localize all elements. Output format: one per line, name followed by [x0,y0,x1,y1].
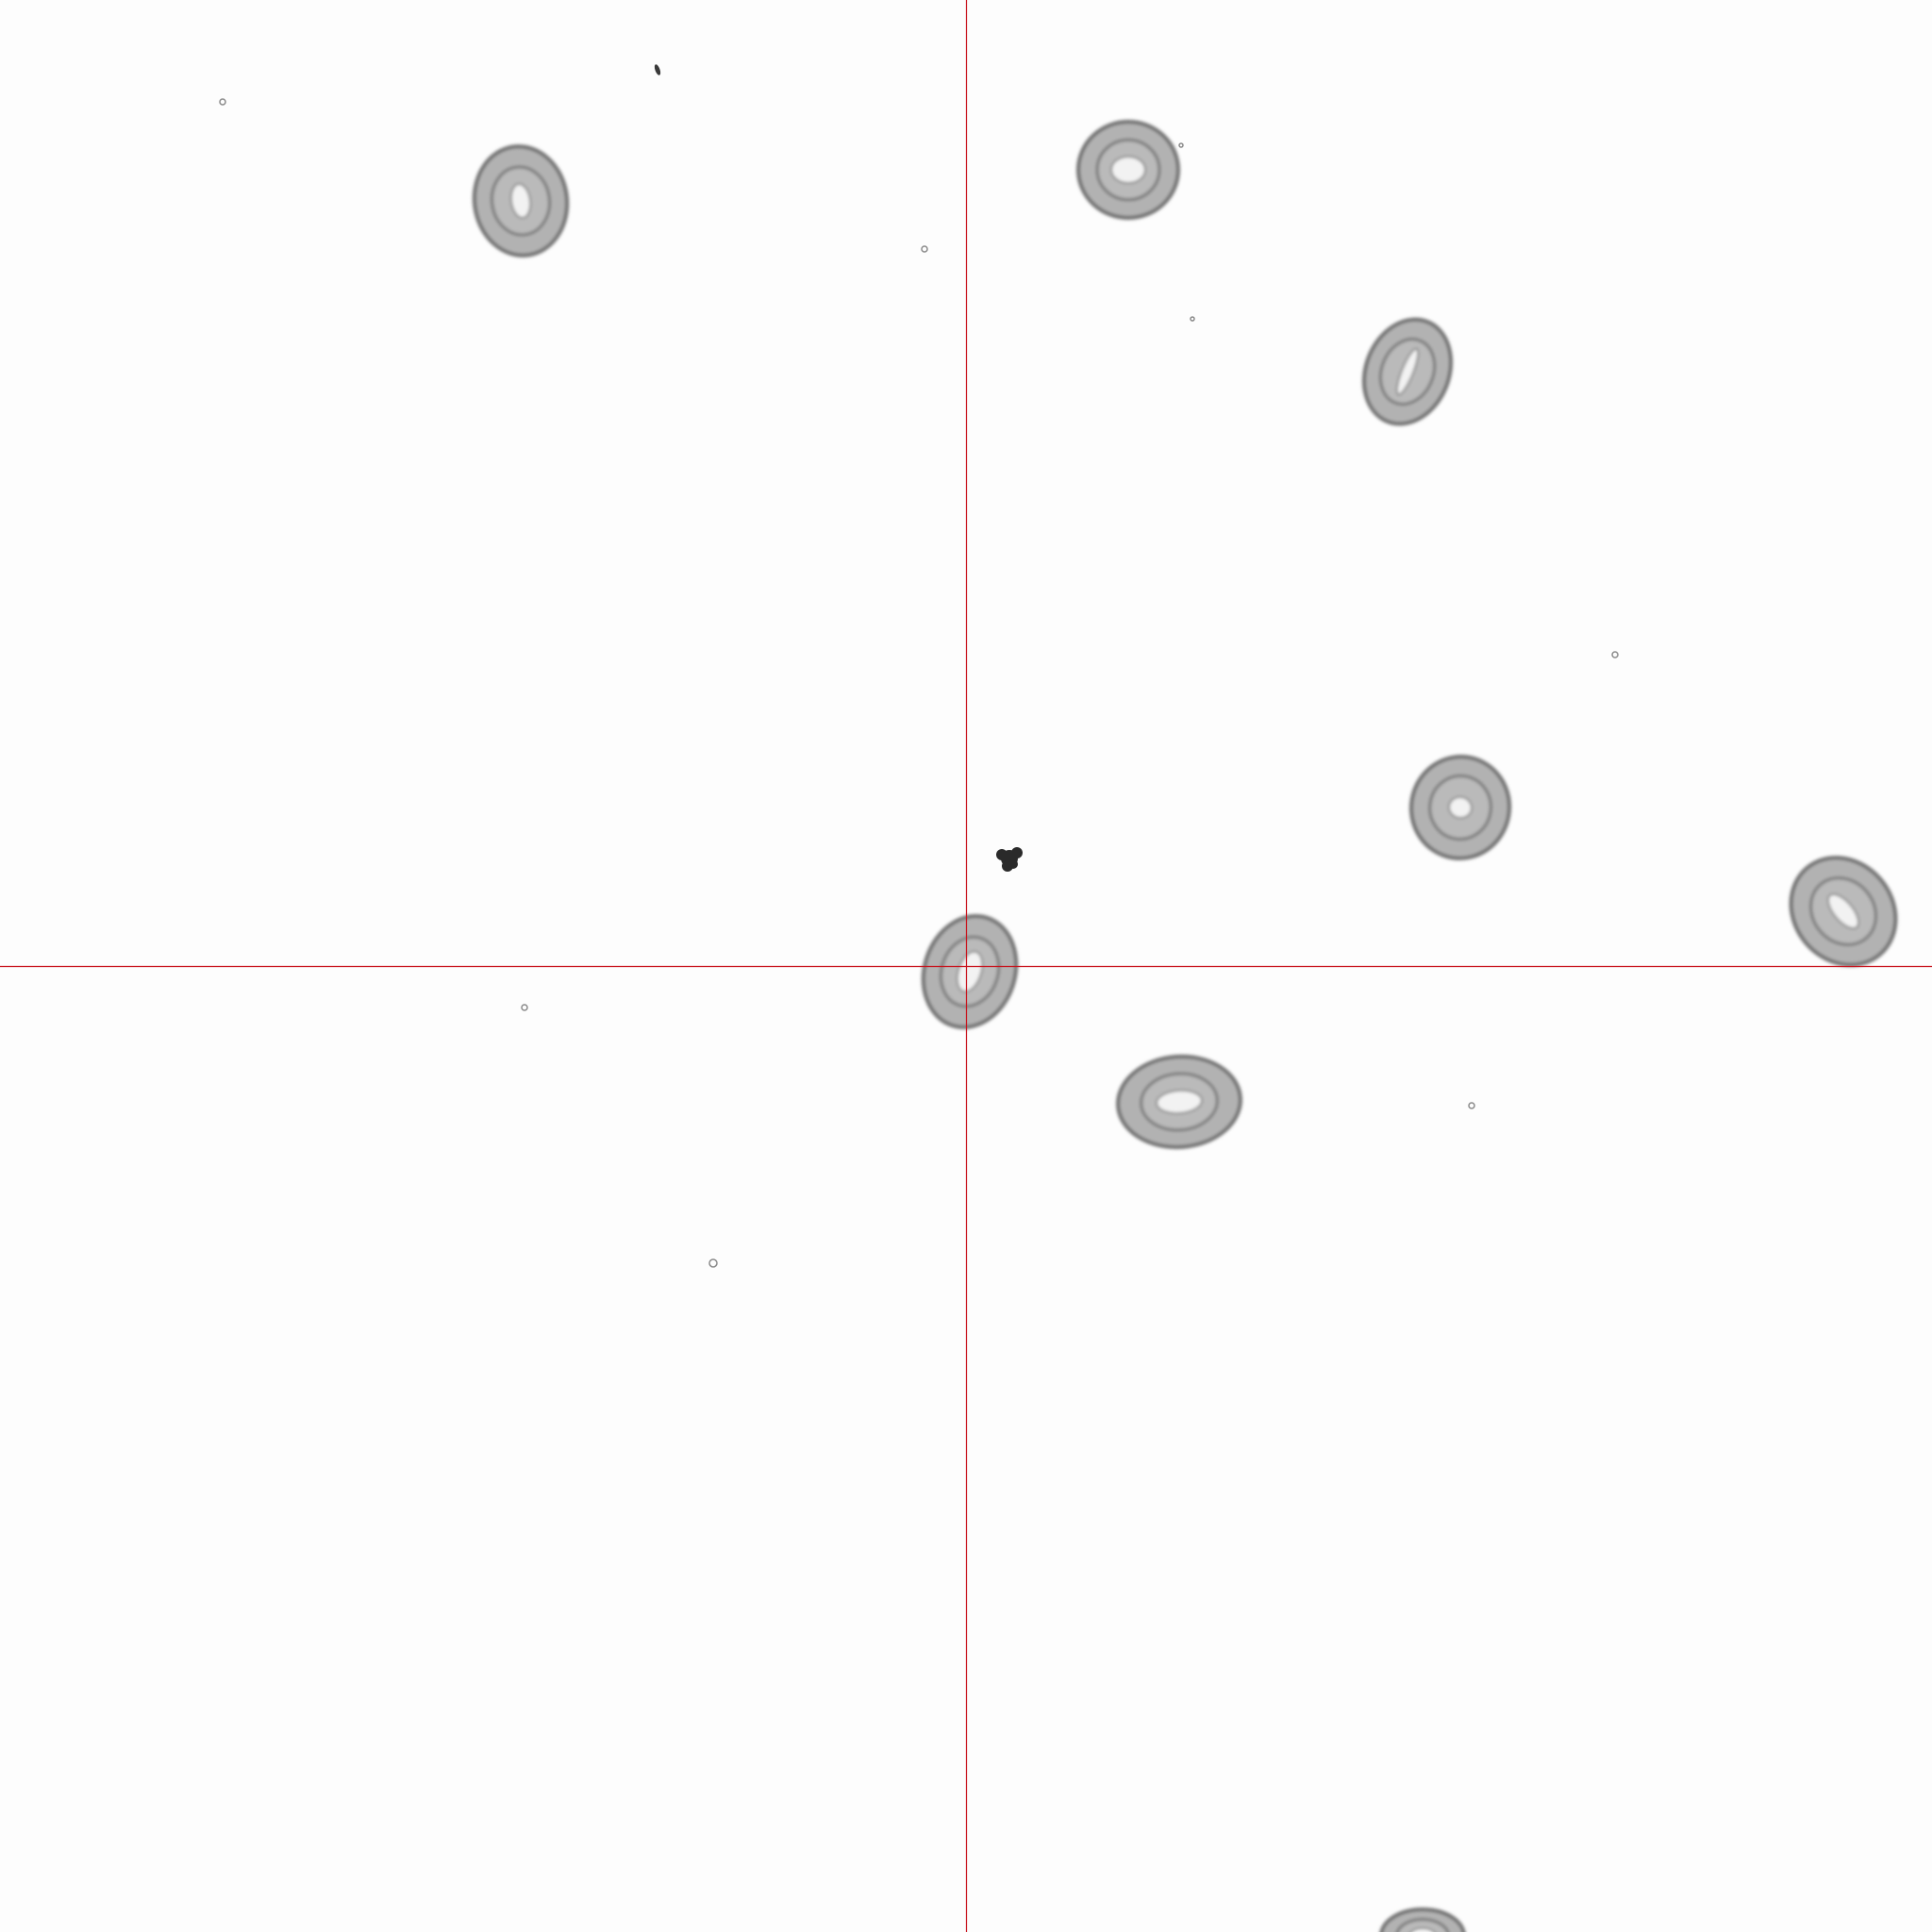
blood-cell [1408,755,1512,860]
blood-cell [921,914,1019,1029]
blood-cell [1379,1907,1466,1932]
cell-center [1448,795,1473,820]
speck [1611,651,1619,658]
speck [1190,316,1195,322]
speck [1178,142,1184,148]
blood-cell [1361,317,1454,426]
cell-center [1110,156,1146,184]
cell-inner-ring [1395,1918,1450,1932]
cell-center [956,950,984,993]
blood-cell [1789,856,1898,967]
cell-center [1826,892,1860,930]
speck [219,98,226,106]
cell-center [1409,1927,1436,1932]
cell-center [1156,1089,1203,1115]
speck [521,1004,528,1011]
speck [921,245,928,253]
cell-center [509,183,532,219]
debris-particle [996,847,1023,872]
specks-layer [219,64,1619,1268]
speck [708,1258,718,1268]
cell-center [1395,347,1420,396]
cells-layer [472,120,1898,1932]
blood-cell [1116,1054,1242,1150]
speck [654,64,661,75]
blood-cell [1076,120,1180,220]
blood-cell [472,144,570,258]
speck [1468,1102,1475,1109]
